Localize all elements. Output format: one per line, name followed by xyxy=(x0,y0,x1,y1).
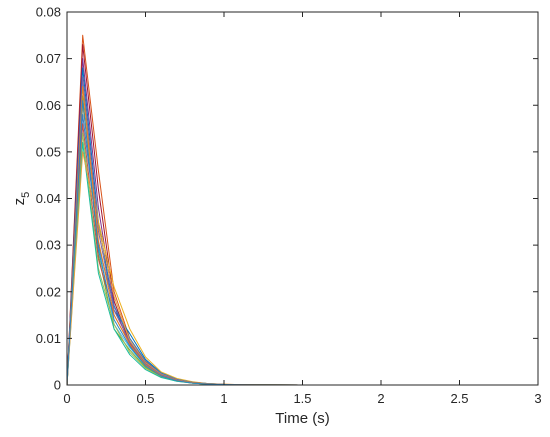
y-tick-label: 0 xyxy=(54,378,61,393)
y-tick-label: 0.02 xyxy=(36,284,61,299)
y-tick-label: 0.07 xyxy=(36,51,61,66)
y-axis-label: z5 xyxy=(11,192,32,206)
x-tick-label: 3 xyxy=(534,391,541,406)
y-tick-label: 0.05 xyxy=(36,144,61,159)
tick-layer: 0 0.5 1 1.5 2 2.5 3 0 0.01 0.02 0.03 0.04 0.05 0.06 0.… xyxy=(36,5,542,407)
y-tick-label: 0.01 xyxy=(36,331,61,346)
y-tick-label: 0.03 xyxy=(36,238,61,253)
x-tick-label: 0.5 xyxy=(136,391,154,406)
x-tick-label: 1 xyxy=(220,391,227,406)
x-tick-label: 1.5 xyxy=(293,391,311,406)
x-tick-label: 2.5 xyxy=(450,391,468,406)
y-tick-label: 0.06 xyxy=(36,98,61,113)
y-axis-label-main: z xyxy=(11,198,28,206)
x-axis-label: Time (s) xyxy=(275,410,329,427)
x-tick-label: 2 xyxy=(377,391,384,406)
y-tick-label: 0.08 xyxy=(36,5,61,20)
y-tick-label: 0.04 xyxy=(36,191,61,206)
y-axis-label-subscript: 5 xyxy=(20,192,32,198)
x-tick-label: 0 xyxy=(63,391,70,406)
svg-text:z5: z5 xyxy=(11,192,32,206)
